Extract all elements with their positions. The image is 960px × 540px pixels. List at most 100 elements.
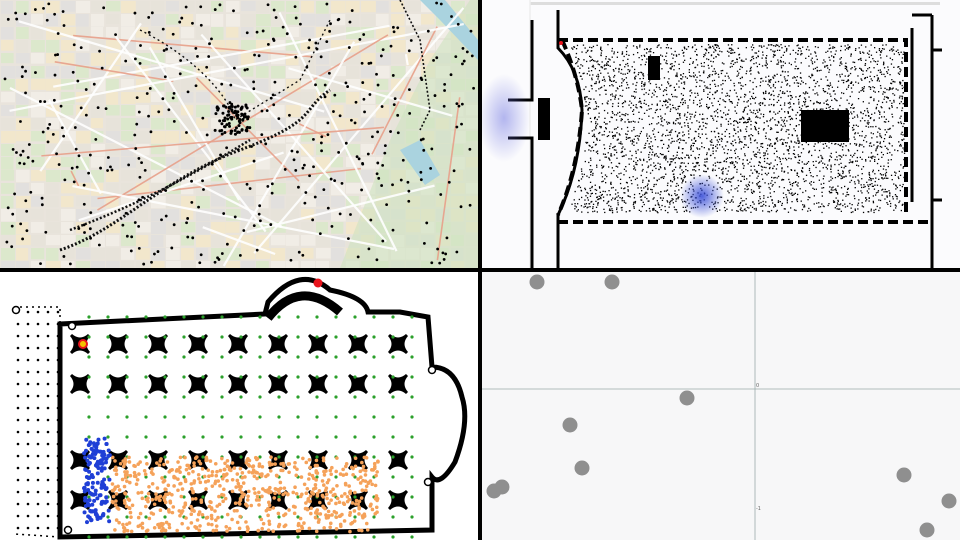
agent-point: [529, 274, 545, 290]
agent-orange: [154, 497, 158, 501]
agent-orange: [152, 525, 157, 530]
exit-marker: [313, 278, 323, 288]
agent-orange: [225, 458, 230, 463]
waypoint: [315, 415, 319, 419]
agent-orange: [325, 480, 330, 485]
agent-point: [919, 522, 935, 538]
agent-orange: [202, 474, 207, 479]
trajectory-point: [184, 5, 188, 9]
waypoint: [391, 355, 395, 359]
agent-orange: [157, 525, 162, 530]
waypoint: [391, 435, 395, 439]
waypoint: [410, 495, 414, 499]
trajectory-point: [449, 73, 453, 77]
trajectory-point: [329, 22, 332, 26]
agent-orange: [134, 482, 139, 486]
pillar: [308, 334, 328, 354]
trajectory-point: [244, 115, 248, 119]
trajectory-point: [218, 3, 222, 7]
waypoint: [315, 395, 319, 399]
agent-orange: [348, 529, 352, 534]
marker: [559, 41, 563, 45]
agent-orange: [266, 528, 271, 532]
agent-orange: [245, 458, 249, 463]
trajectory-point: [237, 124, 241, 128]
agent-orange: [218, 484, 222, 488]
waypoint: [391, 535, 395, 539]
trajectory-point: [55, 152, 58, 156]
waypoint: [87, 355, 91, 359]
agent-orange: [155, 461, 159, 465]
waypoint: [144, 375, 148, 379]
pillar: [388, 490, 408, 510]
waypoint: [182, 415, 186, 419]
waypoint: [315, 315, 319, 319]
agent-orange: [125, 472, 129, 477]
map-trajectory-panel: [0, 0, 478, 268]
trajectory-point: [301, 253, 305, 257]
agent-orange: [302, 482, 307, 487]
trajectory-point: [290, 149, 294, 153]
corridor-floorplan: · · ·: [482, 0, 942, 268]
waypoint: [372, 535, 376, 539]
trajectory-point: [308, 174, 311, 178]
trajectory-point: [445, 236, 449, 240]
agent-orange: [357, 512, 361, 516]
pillar: [188, 490, 208, 510]
trajectory-point: [213, 128, 217, 132]
agent-orange: [261, 521, 266, 526]
agent-orange: [321, 505, 326, 509]
agent-orange: [213, 509, 217, 513]
trajectory-point: [223, 131, 227, 135]
agent-blue: [87, 490, 92, 495]
trajectory-point: [38, 100, 42, 103]
trajectory-point: [381, 239, 385, 243]
agent-orange: [329, 498, 333, 502]
pillar: [308, 374, 328, 394]
agent-orange: [360, 460, 364, 465]
divider-horizontal: [0, 268, 960, 272]
trajectory-point: [248, 126, 252, 130]
waypoint: [106, 375, 110, 379]
agent-orange: [318, 512, 323, 516]
pillar: [388, 334, 408, 354]
agent-orange: [130, 503, 135, 508]
trajectory-point: [160, 218, 163, 222]
trajectory-point: [11, 147, 15, 151]
agent-orange: [129, 529, 134, 534]
agent-orange: [322, 469, 326, 474]
trajectory-point: [408, 88, 411, 92]
agent-orange: [143, 472, 148, 477]
agent-orange: [233, 501, 238, 506]
trajectory-point: [79, 46, 83, 49]
agent-orange: [300, 526, 305, 531]
agent-orange: [128, 473, 133, 478]
agent-orange: [257, 503, 261, 507]
trajectory-point: [435, 56, 439, 60]
trajectory-point: [171, 32, 175, 36]
agent-orange: [129, 515, 133, 519]
trajectory-point: [100, 66, 104, 70]
trajectory-point: [236, 110, 240, 114]
agent-orange: [369, 502, 373, 507]
trajectory-point: [455, 250, 459, 254]
waypoint: [163, 355, 167, 359]
trajectory-point: [296, 150, 299, 154]
agent-orange: [328, 521, 333, 526]
agent-orange: [283, 512, 288, 516]
trajectory-point: [54, 53, 57, 57]
pillar: [388, 450, 408, 470]
trajectory-point: [252, 87, 256, 91]
trajectory-point: [62, 134, 66, 138]
waypoint: [258, 315, 262, 319]
agent-orange: [328, 525, 332, 530]
trajectory-point: [21, 65, 24, 69]
agent-orange: [214, 528, 219, 533]
waypoint: [125, 435, 129, 439]
trajectory-point: [234, 126, 238, 130]
agent-orange: [214, 524, 219, 528]
agent-orange: [251, 464, 256, 468]
agent-orange: [337, 514, 342, 519]
trajectory-point: [257, 54, 261, 58]
agent-orange: [364, 455, 368, 460]
